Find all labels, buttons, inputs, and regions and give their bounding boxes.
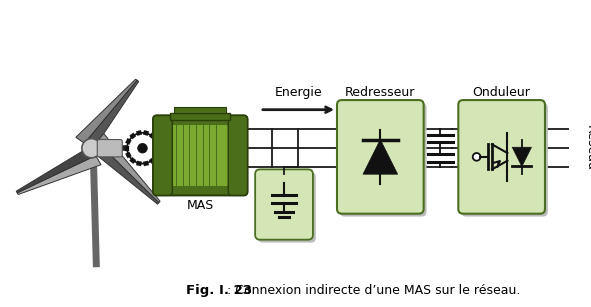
FancyBboxPatch shape: [153, 115, 248, 195]
Text: : Connexion indirecte d’une MAS sur le réseau.: : Connexion indirecte d’une MAS sur le r…: [223, 284, 521, 297]
Polygon shape: [17, 156, 101, 195]
Bar: [190, 125, 196, 186]
Polygon shape: [85, 80, 139, 150]
Bar: [210, 125, 216, 186]
Text: Redresseur: Redresseur: [345, 86, 415, 99]
Text: MAS: MAS: [187, 200, 214, 212]
Circle shape: [473, 153, 480, 161]
FancyBboxPatch shape: [153, 115, 173, 195]
Polygon shape: [149, 133, 155, 139]
Polygon shape: [154, 152, 160, 158]
FancyBboxPatch shape: [340, 103, 427, 216]
Polygon shape: [16, 146, 96, 193]
Polygon shape: [143, 161, 149, 166]
Polygon shape: [129, 133, 136, 139]
Polygon shape: [136, 130, 142, 136]
Bar: [197, 125, 203, 186]
Polygon shape: [97, 134, 160, 203]
FancyBboxPatch shape: [458, 100, 545, 214]
Circle shape: [127, 133, 158, 164]
Polygon shape: [363, 140, 398, 174]
Bar: [223, 125, 229, 186]
Circle shape: [82, 138, 101, 158]
Bar: [184, 125, 189, 186]
Polygon shape: [143, 130, 149, 136]
Text: Fig. I. 23: Fig. I. 23: [186, 284, 252, 297]
Bar: [177, 125, 183, 186]
Bar: [217, 125, 223, 186]
Bar: [203, 125, 209, 186]
Polygon shape: [90, 142, 159, 204]
Bar: [170, 125, 176, 186]
Polygon shape: [156, 146, 160, 151]
Text: Energie: Energie: [275, 86, 322, 99]
Polygon shape: [76, 79, 137, 143]
Polygon shape: [129, 157, 136, 164]
Text: Réseau: Réseau: [584, 125, 591, 171]
Circle shape: [138, 143, 147, 153]
FancyBboxPatch shape: [228, 115, 248, 195]
Polygon shape: [125, 146, 129, 151]
Bar: [174, 107, 226, 113]
Text: Onduleur: Onduleur: [473, 86, 531, 99]
Polygon shape: [149, 157, 155, 164]
FancyBboxPatch shape: [255, 169, 313, 240]
Polygon shape: [136, 161, 142, 166]
Bar: [170, 113, 230, 120]
Polygon shape: [154, 138, 160, 145]
FancyBboxPatch shape: [461, 103, 548, 216]
Polygon shape: [125, 138, 131, 145]
FancyBboxPatch shape: [258, 172, 316, 243]
Polygon shape: [512, 147, 531, 166]
Polygon shape: [125, 152, 131, 158]
FancyBboxPatch shape: [98, 140, 122, 157]
FancyBboxPatch shape: [337, 100, 424, 214]
